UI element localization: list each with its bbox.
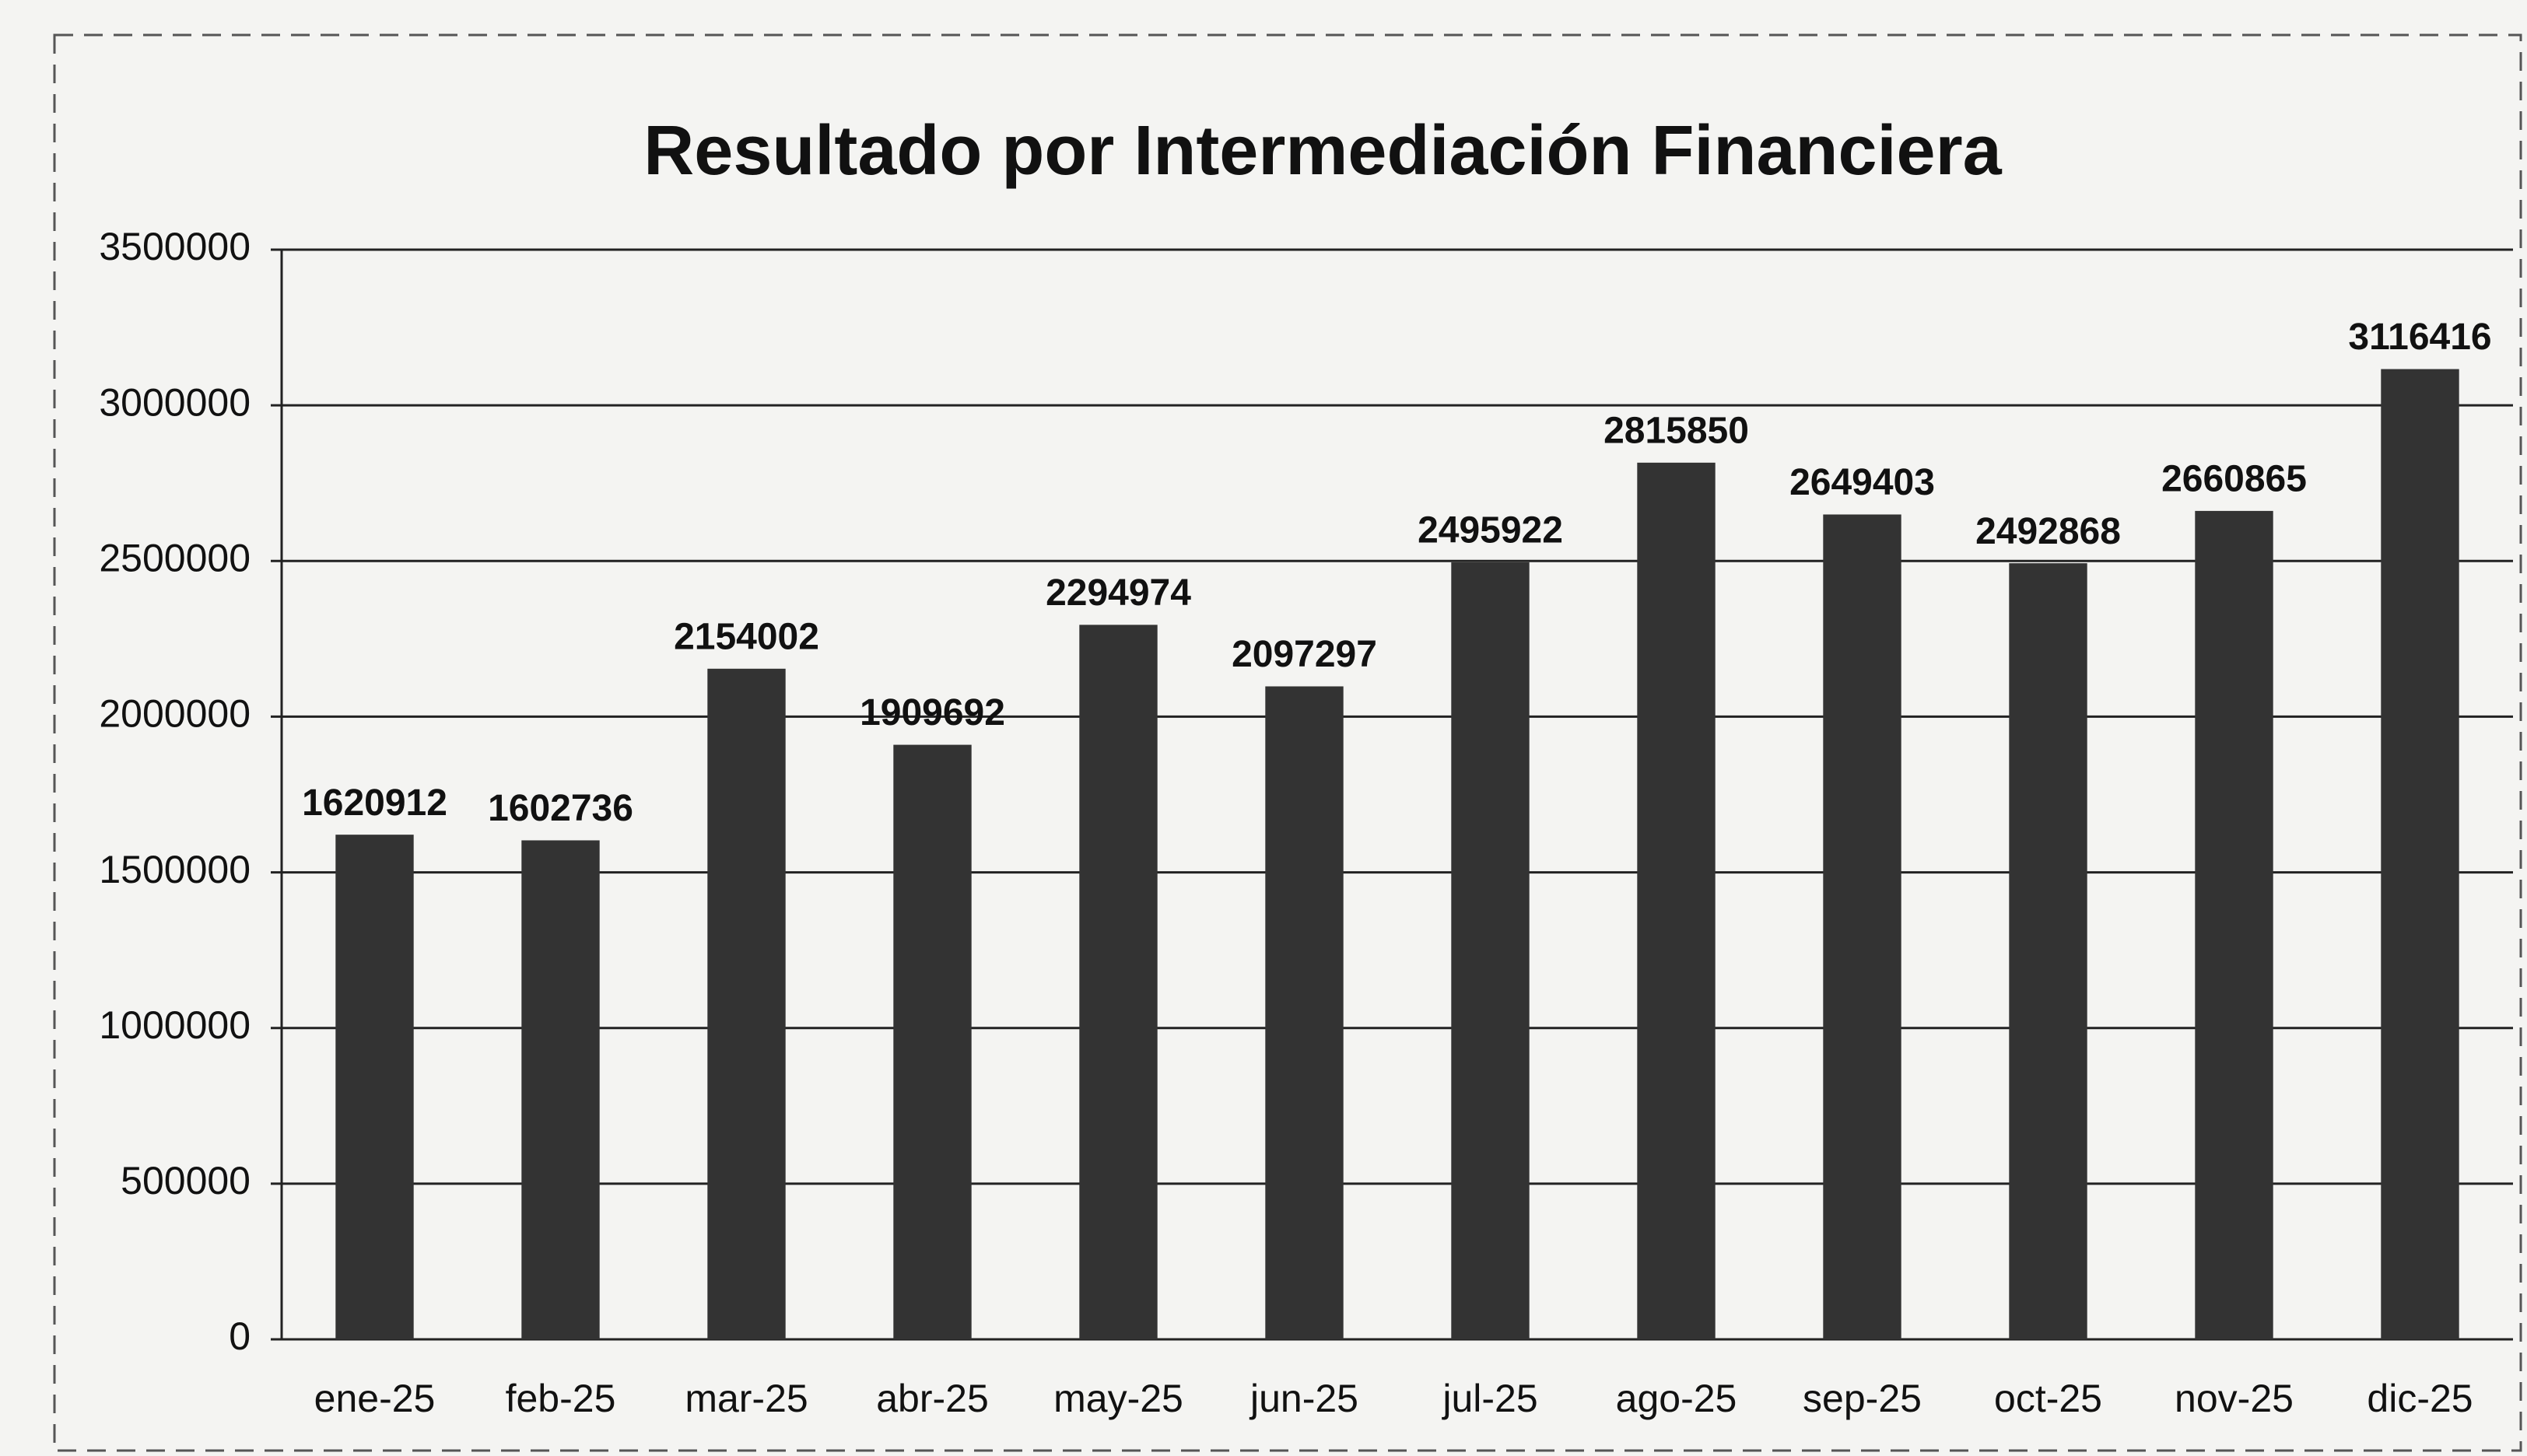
bar	[1637, 462, 1716, 1339]
y-tick-label: 0	[229, 1314, 251, 1358]
y-tick-label: 1500000	[99, 848, 251, 891]
data-label: 2492868	[1975, 511, 2121, 552]
x-tick-label: jun-25	[1249, 1377, 1358, 1420]
x-tick-label: feb-25	[506, 1377, 616, 1420]
y-tick-label: 3500000	[99, 225, 251, 268]
y-tick-label: 500000	[121, 1159, 251, 1202]
x-tick-label: abr-25	[876, 1377, 989, 1420]
chart-title: Resultado por Intermediación Financiera	[643, 112, 2002, 190]
data-label: 3116416	[2348, 317, 2491, 358]
data-label: 2660865	[2161, 459, 2307, 500]
x-tick-label: may-25	[1053, 1377, 1183, 1420]
x-tick-label: nov-25	[2175, 1377, 2294, 1420]
bar	[1079, 625, 1158, 1339]
x-tick-label: ago-25	[1616, 1377, 1737, 1420]
x-tick-label: jul-25	[1441, 1377, 1537, 1420]
data-label: 2495922	[1418, 510, 1563, 551]
bar	[707, 668, 786, 1339]
bar	[893, 744, 972, 1339]
data-label: 2097297	[1232, 634, 1377, 675]
bar	[2195, 510, 2273, 1339]
y-tick-label: 2500000	[99, 536, 251, 579]
bar	[2009, 563, 2087, 1339]
data-label: 1620912	[302, 782, 447, 824]
data-label: 1602736	[488, 788, 633, 829]
chart-border	[53, 33, 2522, 1452]
bar	[1451, 562, 1530, 1339]
x-tick-label: ene-25	[314, 1377, 436, 1420]
data-label: 1909692	[860, 692, 1005, 733]
bar	[2381, 369, 2459, 1339]
data-label: 2815850	[1603, 411, 1749, 452]
data-label: 2649403	[1789, 462, 1935, 503]
x-tick-label: oct-25	[1994, 1377, 2102, 1420]
y-tick-label: 3000000	[99, 380, 251, 424]
x-tick-label: mar-25	[685, 1377, 808, 1420]
bar	[1265, 686, 1344, 1339]
bar	[521, 840, 600, 1339]
data-label: 2154002	[674, 616, 819, 657]
x-tick-label: dic-25	[2367, 1377, 2473, 1420]
bar	[335, 835, 414, 1339]
x-tick-label: sep-25	[1803, 1377, 1922, 1420]
bar	[1823, 514, 1901, 1339]
y-tick-label: 1000000	[99, 1003, 251, 1047]
y-tick-label: 2000000	[99, 692, 251, 736]
data-label: 2294974	[1046, 572, 1191, 614]
